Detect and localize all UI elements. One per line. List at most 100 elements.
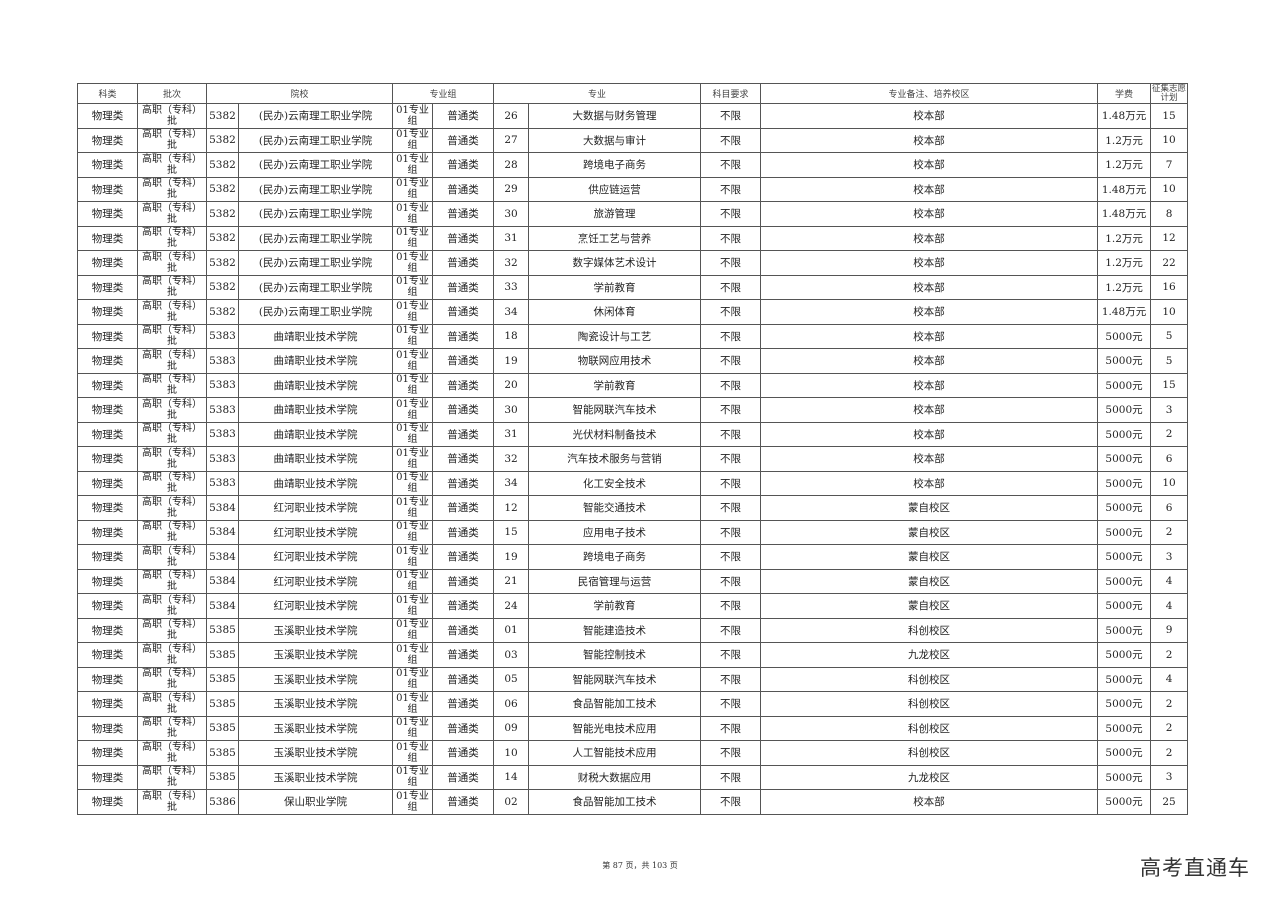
cell-group-code: 01专业组 xyxy=(392,421,434,447)
cell-major-name: 供应链运营 xyxy=(528,176,702,202)
cell-category: 物理类 xyxy=(77,397,138,423)
cell-subject-req: 不限 xyxy=(700,372,762,398)
cell-batch: 高职（专科）批 xyxy=(137,103,207,129)
cell-tuition: 5000元 xyxy=(1097,348,1152,374)
cell-school-name: 玉溪职业技术学院 xyxy=(237,642,394,668)
cell-tuition: 5000元 xyxy=(1097,715,1152,741)
cell-batch: 高职（专科）批 xyxy=(137,617,207,643)
cell-remarks: 蒙自校区 xyxy=(760,495,1099,521)
cell-group-code: 01专业组 xyxy=(392,274,434,300)
cell-plan: 15 xyxy=(1150,103,1189,129)
cell-tuition: 1.2万元 xyxy=(1097,127,1152,153)
cell-group-type: 普通类 xyxy=(432,544,495,570)
cell-category: 物理类 xyxy=(77,519,138,545)
cell-remarks: 校本部 xyxy=(760,397,1099,423)
cell-subject-req: 不限 xyxy=(700,127,762,153)
cell-plan: 2 xyxy=(1150,740,1189,766)
header-group: 专业组 xyxy=(392,83,495,104)
cell-category: 物理类 xyxy=(77,666,138,692)
cell-major-name: 学前教育 xyxy=(528,593,702,619)
cell-major-code: 30 xyxy=(493,201,530,227)
cell-school-code: 5385 xyxy=(206,617,239,643)
cell-school-name: (民办)云南理工职业学院 xyxy=(237,152,394,178)
cell-school-name: 玉溪职业技术学院 xyxy=(237,764,394,790)
cell-tuition: 1.2万元 xyxy=(1097,250,1152,276)
cell-batch: 高职（专科）批 xyxy=(137,740,207,766)
cell-remarks: 科创校区 xyxy=(760,740,1099,766)
cell-tuition: 1.2万元 xyxy=(1097,152,1152,178)
cell-plan: 2 xyxy=(1150,421,1189,447)
cell-plan: 6 xyxy=(1150,446,1189,472)
cell-subject-req: 不限 xyxy=(700,764,762,790)
cell-group-code: 01专业组 xyxy=(392,789,434,815)
cell-category: 物理类 xyxy=(77,568,138,594)
table-row: 物理类 高职（专科）批 5385 玉溪职业技术学院 01专业组 普通类 06 食品智能加工技术… xyxy=(77,691,1189,717)
cell-group-code: 01专业组 xyxy=(392,372,434,398)
cell-school-code: 5385 xyxy=(206,666,239,692)
cell-major-name: 食品智能加工技术 xyxy=(528,789,702,815)
cell-plan: 16 xyxy=(1150,274,1189,300)
cell-plan: 4 xyxy=(1150,568,1189,594)
cell-school-name: 红河职业技术学院 xyxy=(237,495,394,521)
cell-batch: 高职（专科）批 xyxy=(137,715,207,741)
cell-category: 物理类 xyxy=(77,127,138,153)
cell-subject-req: 不限 xyxy=(700,593,762,619)
cell-school-name: (民办)云南理工职业学院 xyxy=(237,274,394,300)
cell-major-name: 大数据与财务管理 xyxy=(528,103,702,129)
cell-major-code: 30 xyxy=(493,397,530,423)
cell-tuition: 5000元 xyxy=(1097,666,1152,692)
cell-batch: 高职（专科）批 xyxy=(137,666,207,692)
cell-school-name: (民办)云南理工职业学院 xyxy=(237,103,394,129)
cell-tuition: 5000元 xyxy=(1097,397,1152,423)
cell-remarks: 校本部 xyxy=(760,152,1099,178)
cell-batch: 高职（专科）批 xyxy=(137,225,207,251)
cell-category: 物理类 xyxy=(77,789,138,815)
cell-major-name: 光伏材料制备技术 xyxy=(528,421,702,447)
cell-batch: 高职（专科）批 xyxy=(137,372,207,398)
cell-group-code: 01专业组 xyxy=(392,691,434,717)
cell-group-type: 普通类 xyxy=(432,127,495,153)
cell-category: 物理类 xyxy=(77,544,138,570)
cell-major-code: 34 xyxy=(493,470,530,496)
cell-group-type: 普通类 xyxy=(432,372,495,398)
cell-school-code: 5385 xyxy=(206,740,239,766)
cell-major-code: 18 xyxy=(493,323,530,349)
cell-school-code: 5382 xyxy=(206,250,239,276)
cell-major-name: 物联网应用技术 xyxy=(528,348,702,374)
cell-subject-req: 不限 xyxy=(700,519,762,545)
cell-category: 物理类 xyxy=(77,201,138,227)
table-row: 物理类 高职（专科）批 5383 曲靖职业技术学院 01专业组 普通类 34 化工安全技术 不限… xyxy=(77,470,1189,496)
cell-major-name: 智能控制技术 xyxy=(528,642,702,668)
cell-tuition: 5000元 xyxy=(1097,568,1152,594)
table-row: 物理类 高职（专科）批 5382 (民办)云南理工职业学院 01专业组 普通类 31 烹饪工艺… xyxy=(77,225,1189,251)
cell-batch: 高职（专科）批 xyxy=(137,789,207,815)
cell-school-code: 5386 xyxy=(206,789,239,815)
cell-major-name: 旅游管理 xyxy=(528,201,702,227)
cell-subject-req: 不限 xyxy=(700,544,762,570)
header-remarks: 专业备注、培养校区 xyxy=(760,83,1099,104)
cell-remarks: 科创校区 xyxy=(760,666,1099,692)
cell-tuition: 5000元 xyxy=(1097,323,1152,349)
cell-remarks: 校本部 xyxy=(760,470,1099,496)
cell-subject-req: 不限 xyxy=(700,617,762,643)
cell-major-code: 19 xyxy=(493,348,530,374)
page-footer: 第 87 页，共 103 页 xyxy=(602,861,678,870)
cell-group-code: 01专业组 xyxy=(392,152,434,178)
table-row: 物理类 高职（专科）批 5386 保山职业学院 01专业组 普通类 02 食品智能加工技术 不限… xyxy=(77,789,1189,815)
cell-school-name: 玉溪职业技术学院 xyxy=(237,617,394,643)
cell-major-code: 32 xyxy=(493,446,530,472)
cell-school-code: 5383 xyxy=(206,470,239,496)
cell-school-code: 5382 xyxy=(206,152,239,178)
cell-school-code: 5382 xyxy=(206,201,239,227)
table-body: 物理类 高职（专科）批 5382 (民办)云南理工职业学院 01专业组 普通类 26 大数据与… xyxy=(77,103,1189,815)
cell-batch: 高职（专科）批 xyxy=(137,397,207,423)
cell-school-code: 5383 xyxy=(206,397,239,423)
cell-group-type: 普通类 xyxy=(432,201,495,227)
cell-plan: 4 xyxy=(1150,593,1189,619)
cell-tuition: 5000元 xyxy=(1097,789,1152,815)
cell-group-code: 01专业组 xyxy=(392,103,434,129)
table-row: 物理类 高职（专科）批 5382 (民办)云南理工职业学院 01专业组 普通类 33 学前教育… xyxy=(77,274,1189,300)
cell-major-name: 学前教育 xyxy=(528,274,702,300)
cell-plan: 3 xyxy=(1150,544,1189,570)
cell-category: 物理类 xyxy=(77,642,138,668)
